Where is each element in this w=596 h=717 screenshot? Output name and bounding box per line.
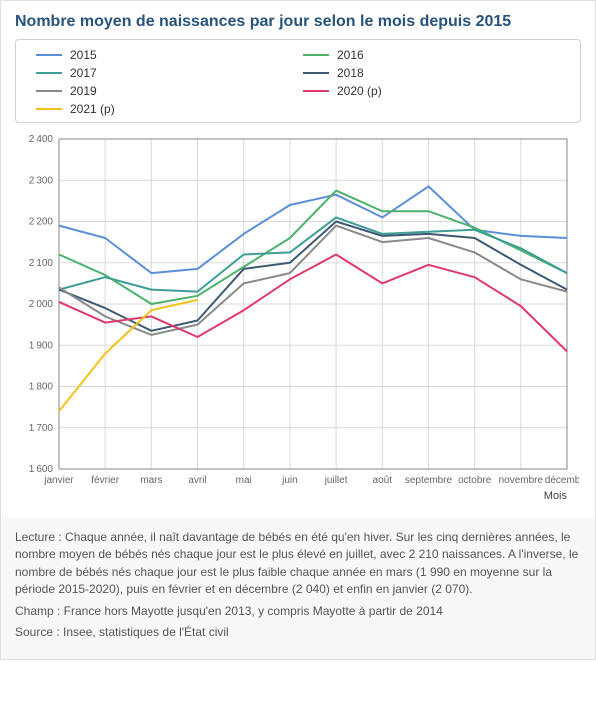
chart-footer: Lecture : Chaque année, il naît davantag… bbox=[1, 517, 595, 659]
footer-lecture: Lecture : Chaque année, il naît davantag… bbox=[15, 529, 581, 599]
chart-title: Nombre moyen de naissances par jour selo… bbox=[1, 1, 595, 39]
legend-item[interactable]: 2018 bbox=[303, 64, 570, 82]
footer-champ: Champ : France hors Mayotte jusqu'en 201… bbox=[15, 603, 581, 620]
legend-swatch bbox=[36, 90, 62, 92]
svg-text:février: février bbox=[91, 475, 119, 486]
svg-text:avril: avril bbox=[188, 475, 206, 486]
footer-source: Source : Insee, statistiques de l'État c… bbox=[15, 624, 581, 641]
svg-text:août: août bbox=[373, 475, 393, 486]
legend-label: 2021 (p) bbox=[70, 102, 115, 116]
svg-text:1 600: 1 600 bbox=[29, 464, 54, 475]
svg-text:2 300: 2 300 bbox=[29, 175, 54, 186]
chart-area: 2015 2016 2017 2018 2019 2020 (p) 2021 (p) 1 6… bbox=[1, 39, 595, 517]
svg-text:2 400: 2 400 bbox=[29, 134, 54, 145]
svg-text:septembre: septembre bbox=[405, 475, 453, 486]
svg-text:juillet: juillet bbox=[324, 475, 348, 486]
svg-text:2 200: 2 200 bbox=[29, 217, 54, 228]
legend-item[interactable]: 2020 (p) bbox=[303, 82, 570, 100]
legend-swatch bbox=[36, 72, 62, 74]
svg-text:juin: juin bbox=[281, 475, 298, 486]
legend-item[interactable]: 2015 bbox=[36, 46, 303, 64]
legend-item[interactable]: 2021 (p) bbox=[36, 100, 303, 118]
legend-label: 2016 bbox=[337, 48, 364, 62]
legend-item[interactable]: 2017 bbox=[36, 64, 303, 82]
svg-text:1 700: 1 700 bbox=[29, 423, 54, 434]
legend-swatch bbox=[303, 90, 329, 92]
legend: 2015 2016 2017 2018 2019 2020 (p) 2021 (p) bbox=[15, 39, 581, 123]
legend-swatch bbox=[36, 108, 62, 110]
legend-label: 2015 bbox=[70, 48, 97, 62]
svg-text:1 800: 1 800 bbox=[29, 382, 54, 393]
legend-label: 2020 (p) bbox=[337, 84, 382, 98]
legend-item[interactable]: 2016 bbox=[303, 46, 570, 64]
svg-text:décembre: décembre bbox=[545, 475, 579, 486]
svg-text:octobre: octobre bbox=[458, 475, 492, 486]
legend-label: 2018 bbox=[337, 66, 364, 80]
legend-label: 2019 bbox=[70, 84, 97, 98]
legend-swatch bbox=[36, 54, 62, 56]
line-chart: 1 600 1 700 1 800 1 900 2 000 2 100 2 200 2 300… bbox=[11, 129, 579, 509]
legend-swatch bbox=[303, 72, 329, 74]
svg-text:mars: mars bbox=[140, 475, 162, 486]
svg-text:Mois: Mois bbox=[544, 490, 568, 502]
svg-text:mai: mai bbox=[236, 475, 252, 486]
chart-card: Nombre moyen de naissances par jour selo… bbox=[0, 0, 596, 660]
svg-text:janvier: janvier bbox=[43, 475, 74, 486]
svg-text:novembre: novembre bbox=[499, 475, 544, 486]
svg-text:1 900: 1 900 bbox=[29, 340, 54, 351]
legend-label: 2017 bbox=[70, 66, 97, 80]
svg-text:2 100: 2 100 bbox=[29, 258, 54, 269]
svg-text:2 000: 2 000 bbox=[29, 299, 54, 310]
legend-swatch bbox=[303, 54, 329, 56]
legend-item[interactable]: 2019 bbox=[36, 82, 303, 100]
